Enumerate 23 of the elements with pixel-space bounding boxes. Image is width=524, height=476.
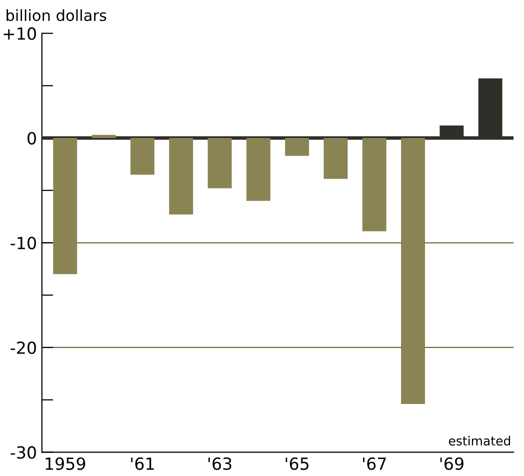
x-tick-label: '61 <box>131 457 154 470</box>
bar <box>285 138 310 156</box>
y-tick-label: -10 <box>10 236 36 250</box>
bar <box>169 138 194 214</box>
bar <box>362 138 386 232</box>
y-axis-title: billion dollars <box>6 9 106 22</box>
x-tick-label: 1959 <box>46 457 86 470</box>
bar <box>401 138 425 404</box>
x-tick-label: '65 <box>286 457 308 470</box>
bar <box>246 138 270 201</box>
bar <box>92 134 116 138</box>
bar <box>324 138 348 179</box>
y-tick-label: 0 <box>28 132 36 145</box>
y-tick-label: +10 <box>4 27 36 40</box>
x-tick-label: '69 <box>440 457 464 470</box>
x-tick-label: '67 <box>363 457 386 470</box>
x-tick-label: '63 <box>208 457 232 470</box>
bar <box>53 138 78 274</box>
annotation: estimated <box>448 436 510 446</box>
y-tick-label: -20 <box>10 341 36 354</box>
y-tick-label: -30 <box>10 446 36 459</box>
bar <box>208 138 232 188</box>
bar <box>130 138 154 175</box>
